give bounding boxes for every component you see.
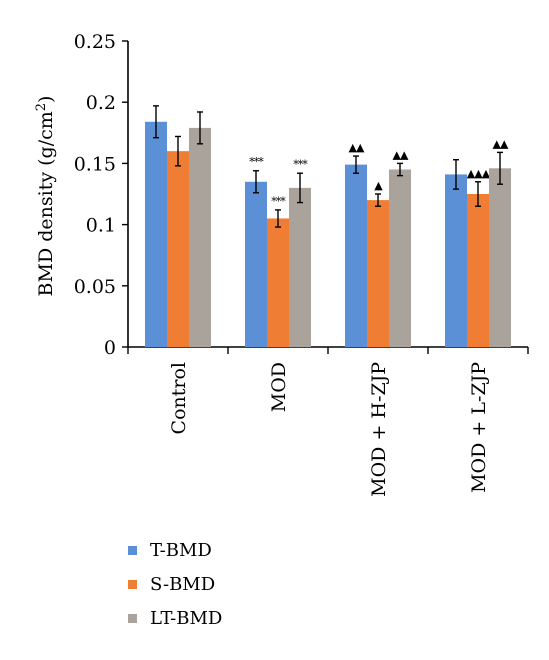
significance-mark: ▲▲: [393, 148, 409, 161]
category-label: MOD + L-ZJP: [468, 362, 490, 493]
y-tick-label: 0.2: [86, 92, 116, 114]
legend-swatch: [128, 614, 137, 623]
category-label: Control: [168, 362, 190, 434]
legend-label: T-BMD: [150, 540, 212, 561]
legend-label: S-BMD: [150, 574, 215, 595]
bar: [267, 218, 289, 347]
y-tick-label: 0.15: [74, 153, 116, 175]
category-labels: Control MOD MOD + H-ZJP MOD + L-ZJP: [168, 362, 490, 497]
bar: [345, 164, 367, 347]
bar: [167, 151, 189, 347]
bar: [145, 121, 167, 347]
y-tick-label: 0: [104, 337, 116, 359]
y-tick-label: 0.25: [74, 31, 116, 53]
bar: [245, 181, 267, 347]
significance-mark: ***: [249, 156, 264, 169]
y-tick-label: 0.05: [74, 276, 116, 298]
legend-swatch: [128, 546, 137, 555]
y-axis-label-superscript: 2: [34, 103, 49, 111]
bar: [389, 169, 411, 347]
bar: [367, 200, 389, 347]
y-axis-label: BMD density (g/cm2): [34, 96, 58, 297]
legend: T-BMD S-BMD LT-BMD: [128, 540, 222, 629]
significance-mark: ***: [293, 158, 308, 171]
legend-swatch: [128, 580, 137, 589]
significance-mark: ▲: [374, 179, 383, 192]
category-label: MOD + H-ZJP: [368, 362, 390, 497]
significance-mark: ***: [271, 195, 286, 208]
category-label: MOD: [268, 362, 290, 412]
legend-label: LT-BMD: [150, 608, 222, 629]
y-tick-label: 0.1: [86, 215, 116, 237]
bars: ***▲▲***▲▲▲▲***▲▲▲▲: [145, 105, 511, 348]
significance-mark: ▲▲▲: [467, 167, 491, 180]
y-ticks: 0 0.05 0.1 0.15 0.2 0.25: [74, 31, 128, 359]
bar: [289, 187, 311, 347]
bar: [189, 127, 211, 348]
bar: [467, 194, 489, 347]
significance-mark: ▲▲: [493, 137, 509, 150]
bar: [489, 168, 511, 347]
significance-mark: ▲▲: [349, 141, 365, 154]
y-axis-label-close: ): [35, 96, 57, 103]
bar: [445, 174, 467, 347]
